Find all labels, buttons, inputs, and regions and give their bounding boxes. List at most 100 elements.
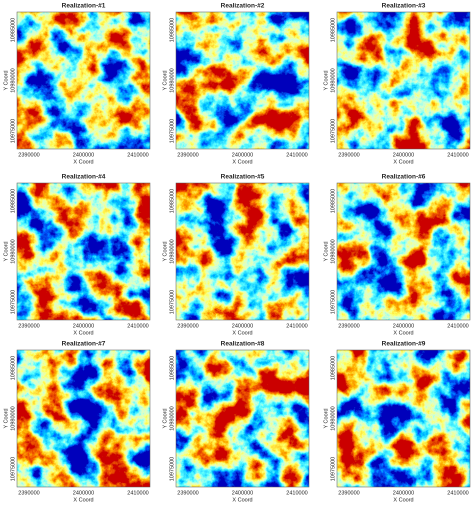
y-tick-label: 10975000 xyxy=(169,290,175,314)
x-tick-label: 2400000 xyxy=(393,323,414,329)
y-tick-label: 10985000 xyxy=(169,18,175,42)
field-map xyxy=(17,183,150,320)
x-tick-label: 2390000 xyxy=(18,152,39,158)
panel-title: Realization-#4 xyxy=(62,174,106,181)
y-tick-label: 10975000 xyxy=(330,457,336,481)
x-tick-label: 2410000 xyxy=(127,490,148,496)
x-tick-label: 2410000 xyxy=(447,490,468,496)
x-tick-label: 2410000 xyxy=(127,152,148,158)
panel-title: Realization-#7 xyxy=(62,341,106,348)
y-tick-label: 10975000 xyxy=(10,119,16,143)
field-map xyxy=(17,350,150,487)
x-tick-label: 2390000 xyxy=(177,490,198,496)
y-tick-label: 10975000 xyxy=(169,457,175,481)
y-tick-label: 10980000 xyxy=(169,239,175,263)
x-axis-label: X Coord xyxy=(393,330,413,336)
x-axis-label: X Coord xyxy=(393,497,413,503)
x-tick-label: 2390000 xyxy=(338,490,359,496)
y-tick-label: 10985000 xyxy=(10,356,16,380)
panel-title: Realization-#9 xyxy=(382,341,426,348)
x-tick-label: 2400000 xyxy=(232,490,253,496)
y-tick-label: 10980000 xyxy=(330,68,336,92)
field-map xyxy=(17,12,150,149)
field-map xyxy=(176,183,309,320)
panel-title: Realization-#2 xyxy=(221,3,265,10)
x-axis-label: X Coord xyxy=(73,330,93,336)
y-axis-label: Y Coord xyxy=(162,70,168,90)
x-axis-label: X Coord xyxy=(73,159,93,165)
x-tick-label: 2390000 xyxy=(177,152,198,158)
y-axis-label: Y Coord xyxy=(3,70,9,90)
plot-frame xyxy=(175,349,310,488)
field-map xyxy=(337,12,470,149)
y-tick-label: 10980000 xyxy=(330,406,336,430)
y-tick-label: 10985000 xyxy=(330,189,336,213)
x-axis-label: X Coord xyxy=(232,497,252,503)
y-axis-label: Y Coord xyxy=(323,241,329,261)
y-axis-label: Y Coord xyxy=(162,241,168,261)
x-tick-label: 2390000 xyxy=(177,323,198,329)
plot-frame xyxy=(336,11,471,150)
y-tick-label: 10985000 xyxy=(169,356,175,380)
x-tick-label: 2400000 xyxy=(393,152,414,158)
y-axis-label: Y Coord xyxy=(3,408,9,428)
y-tick-label: 10975000 xyxy=(169,119,175,143)
x-tick-label: 2410000 xyxy=(286,152,307,158)
x-tick-label: 2410000 xyxy=(286,490,307,496)
y-axis-label: Y Coord xyxy=(323,408,329,428)
y-tick-label: 10985000 xyxy=(330,18,336,42)
x-axis-label: X Coord xyxy=(73,497,93,503)
plot-frame xyxy=(336,349,471,488)
x-tick-label: 2410000 xyxy=(447,152,468,158)
x-axis-label: X Coord xyxy=(232,330,252,336)
panel-title: Realization-#3 xyxy=(382,3,426,10)
x-tick-label: 2390000 xyxy=(338,152,359,158)
y-tick-label: 10980000 xyxy=(330,239,336,263)
x-tick-label: 2400000 xyxy=(393,490,414,496)
plot-frame xyxy=(175,182,310,321)
plot-frame xyxy=(16,349,151,488)
plot-frame xyxy=(175,11,310,150)
x-tick-label: 2410000 xyxy=(286,323,307,329)
x-tick-label: 2410000 xyxy=(127,323,148,329)
y-axis-label: Y Coord xyxy=(3,241,9,261)
panel-title: Realization-#1 xyxy=(62,3,106,10)
y-tick-label: 10985000 xyxy=(169,189,175,213)
panel-title: Realization-#8 xyxy=(221,341,265,348)
y-tick-label: 10975000 xyxy=(330,119,336,143)
panel-title: Realization-#5 xyxy=(221,174,265,181)
x-tick-label: 2400000 xyxy=(73,323,94,329)
x-tick-label: 2400000 xyxy=(73,490,94,496)
x-tick-label: 2390000 xyxy=(338,323,359,329)
y-axis-label: Y Coord xyxy=(162,408,168,428)
y-tick-label: 10980000 xyxy=(169,68,175,92)
plot-frame xyxy=(336,182,471,321)
y-tick-label: 10980000 xyxy=(10,68,16,92)
y-tick-label: 10980000 xyxy=(169,406,175,430)
plot-frame xyxy=(16,182,151,321)
y-axis-label: Y Coord xyxy=(323,70,329,90)
x-axis-label: X Coord xyxy=(232,159,252,165)
y-tick-label: 10975000 xyxy=(10,290,16,314)
field-map xyxy=(337,350,470,487)
field-map xyxy=(337,183,470,320)
y-tick-label: 10975000 xyxy=(330,290,336,314)
y-tick-label: 10980000 xyxy=(10,406,16,430)
y-tick-label: 10985000 xyxy=(10,18,16,42)
panel-title: Realization-#6 xyxy=(382,174,426,181)
x-axis-label: X Coord xyxy=(393,159,413,165)
field-map xyxy=(176,12,309,149)
y-tick-label: 10985000 xyxy=(10,189,16,213)
field-map xyxy=(176,350,309,487)
x-tick-label: 2390000 xyxy=(18,490,39,496)
plot-frame xyxy=(16,11,151,150)
y-tick-label: 10985000 xyxy=(330,356,336,380)
x-tick-label: 2410000 xyxy=(447,323,468,329)
y-tick-label: 10980000 xyxy=(10,239,16,263)
x-tick-label: 2400000 xyxy=(232,323,253,329)
y-tick-label: 10975000 xyxy=(10,457,16,481)
x-tick-label: 2400000 xyxy=(232,152,253,158)
x-tick-label: 2400000 xyxy=(73,152,94,158)
x-tick-label: 2390000 xyxy=(18,323,39,329)
